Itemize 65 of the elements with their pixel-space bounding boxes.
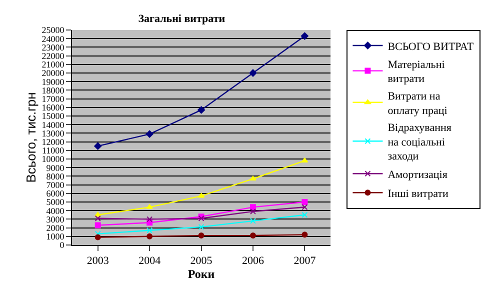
point [94, 142, 102, 150]
point [198, 224, 204, 230]
x-tick-label: 2005 [190, 255, 213, 268]
point [250, 208, 256, 214]
y-tick-label: 24000 [42, 34, 65, 44]
x-tick-label: 2004 [138, 255, 162, 268]
y-tick-label: 13000 [42, 128, 65, 138]
y-tick-label: 8000 [46, 171, 65, 182]
point [94, 234, 101, 240]
x-tick-label: 2007 [294, 255, 316, 268]
legend-label: Інші витрати [388, 188, 448, 200]
y-tick-label: 7000 [46, 180, 65, 190]
y-tick-label: 1000 [46, 232, 65, 242]
y-tick-label: 25000 [42, 25, 65, 36]
y-tick-label: 0 [60, 240, 65, 250]
point [250, 218, 256, 224]
legend-label: ВСЬОГО ВИТРАТ [388, 40, 474, 53]
x-tick-label: 2003 [86, 255, 110, 268]
y-tick-label: 18000 [42, 85, 65, 96]
point [198, 192, 205, 198]
point [302, 204, 308, 210]
y-tick-label: 21000 [42, 60, 65, 70]
point [198, 106, 206, 114]
y-tick-label: 17000 [42, 94, 65, 104]
point [94, 230, 101, 237]
y-tick-label: 4000 [46, 206, 65, 216]
y-tick-label: 5000 [46, 197, 65, 208]
y-tick-label: 11000 [42, 146, 65, 156]
point [146, 204, 153, 209]
y-tick-label: 16000 [42, 102, 65, 113]
y-tick-label: 20000 [42, 68, 65, 78]
y-tick-label: 3000 [46, 214, 65, 224]
point [302, 212, 308, 218]
y-tick-label: 15000 [42, 111, 65, 122]
point [94, 215, 101, 222]
y-tick-label: 9000 [46, 162, 65, 173]
legend-label: Відрахування на соціальні заходи [388, 122, 452, 163]
point [94, 222, 101, 228]
point [250, 204, 256, 210]
y-tick-label: 22000 [42, 50, 65, 61]
y-tick-label: 19000 [42, 76, 65, 87]
point [198, 232, 204, 239]
x-axis-title: Роки [188, 267, 215, 282]
y-tick-label: 23000 [42, 42, 65, 52]
point [146, 130, 154, 138]
y-tick-label: 10000 [42, 154, 65, 164]
chart-title: Загальні витрати [138, 13, 226, 26]
point [146, 233, 153, 240]
y-tick-label: 12000 [42, 136, 65, 147]
y-tick-label: 6000 [46, 188, 65, 199]
point [300, 32, 308, 40]
legend-label: Витрати на оплату праці [388, 90, 448, 117]
y-axis-title: Всього, тис.грн [24, 92, 39, 183]
point [249, 69, 257, 77]
legend-label: Матеріальні витрати [388, 58, 445, 86]
x-tick-label: 2006 [242, 255, 264, 268]
y-tick-label: 14000 [42, 120, 65, 130]
point [250, 232, 256, 239]
legend-label: Амортизація [388, 168, 448, 181]
point [302, 232, 308, 238]
point [146, 216, 153, 222]
point [250, 176, 256, 181]
point [146, 227, 153, 234]
point [302, 199, 308, 205]
y-tick-label: 2000 [46, 222, 65, 233]
